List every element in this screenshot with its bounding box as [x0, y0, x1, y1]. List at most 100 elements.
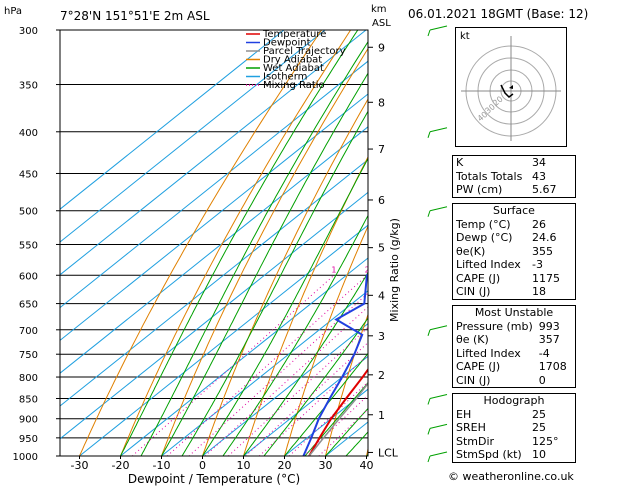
- pressure-tick-label: 950: [19, 434, 38, 445]
- index-value: 43: [532, 169, 546, 183]
- plot-area: 12346810162025: [60, 30, 443, 456]
- pressure-tick-label: 400: [19, 128, 38, 139]
- mixing-ratio-label: 2: [365, 265, 370, 274]
- most-unstable-value: -4: [538, 346, 550, 360]
- isotherm-line: [243, 355, 368, 456]
- chart-overlay: 3003504004505005506006507007508008509009…: [4, 4, 448, 486]
- wind-barb: [427, 455, 431, 463]
- isotherm-line: [60, 191, 368, 440]
- height-tick-label: 7: [378, 143, 385, 156]
- legend-label: Wet Adiabat: [263, 63, 324, 74]
- dry-adiabat-line: [120, 30, 352, 456]
- wet-adiabat-line: [161, 72, 368, 456]
- dry-adiabat-line: [161, 47, 368, 456]
- most-unstable-label: Lifted Index: [456, 346, 521, 360]
- hodograph-unit-label: kt: [460, 31, 470, 42]
- mixing-ratio-line: [188, 292, 368, 456]
- pressure-tick-label: 1000: [13, 452, 38, 463]
- wind-barb: [427, 329, 431, 336]
- height-tick-label: 1: [378, 409, 385, 422]
- hodograph-label: EH: [456, 407, 472, 421]
- isotherm-line: [79, 224, 368, 456]
- chart-date: 06.01.2021 18GMT (Base: 12): [408, 7, 589, 21]
- surface-label: CIN (J): [456, 285, 491, 299]
- temperature-tick-label: -20: [112, 459, 130, 472]
- mixing-ratio-line: [258, 354, 368, 456]
- mixing-ratio-line: [204, 306, 368, 456]
- wet-adiabat-line: [263, 317, 368, 456]
- pressure-tick-label: 850: [19, 394, 38, 405]
- surface-label: θe(K): [456, 244, 486, 258]
- most-unstable-value: 0: [538, 373, 546, 387]
- surface-label: Dewp (°C): [456, 231, 513, 245]
- wet-adiabat-line: [202, 157, 368, 456]
- isotherm-line: [120, 257, 368, 456]
- chart-body: 12346810162025: [60, 30, 443, 456]
- mixing-ratio-label: 8: [438, 265, 443, 274]
- temperature-line: [308, 367, 368, 456]
- isotherm-line: [60, 60, 368, 309]
- wind-barb: [427, 210, 431, 217]
- x-axis-label: Dewpoint / Temperature (°C): [128, 472, 300, 486]
- mixing-ratio-label: 6: [422, 265, 427, 274]
- location-label: 7°28'N 151°51'E 2m ASL: [60, 9, 210, 23]
- dry-adiabat-line: [202, 98, 368, 456]
- isotherm-line: [60, 30, 285, 210]
- hodograph-value: 125°: [532, 434, 559, 448]
- hodograph-value: 25: [532, 407, 546, 421]
- hodograph-label: StmSpd (kt): [456, 448, 522, 462]
- most-unstable-label: CAPE (J): [456, 360, 501, 374]
- legend-label: Isotherm: [263, 72, 307, 83]
- wet-adiabat-line: [284, 352, 368, 456]
- isotherm-line: [161, 290, 368, 456]
- index-value: 34: [532, 156, 546, 170]
- wet-adiabat-line: [140, 40, 368, 456]
- wind-barb: [429, 451, 448, 457]
- mixing-ratio-line: [131, 274, 335, 456]
- legend-label: Dry Adiabat: [263, 55, 322, 66]
- height-tick-label: 2: [378, 369, 385, 382]
- hodograph-value: 10: [532, 448, 546, 462]
- pressure-tick-label: 900: [19, 415, 38, 426]
- height-tick-label: 9: [378, 41, 385, 54]
- surface-row: CAPE (J) 1175: [453, 272, 575, 286]
- wind-barb: [429, 325, 448, 331]
- indices-panel: K 34 Totals Totals 43 PW (cm) 5.67: [452, 155, 576, 198]
- km-unit-label: km: [371, 4, 387, 15]
- surface-value: 26: [532, 217, 546, 231]
- wet-adiabat-line: [304, 381, 368, 456]
- pressure-tick-label: 750: [19, 350, 38, 361]
- most-unstable-label: CIN (J): [456, 373, 491, 387]
- wet-adiabat-line: [325, 407, 368, 456]
- surface-value: 24.6: [532, 231, 557, 245]
- isotherm-line: [60, 30, 326, 243]
- dewpoint-line: [302, 273, 368, 456]
- wind-barb: [427, 428, 431, 435]
- legend-label: Parcel Trajectory: [263, 46, 346, 57]
- temperature-tick-label: 20: [278, 459, 292, 472]
- plot-frame: [59, 29, 369, 457]
- wind-barb: [427, 131, 431, 138]
- most-unstable-label: θe (K): [456, 333, 489, 347]
- wind-barb: [427, 29, 431, 37]
- hodograph-value: 25: [532, 421, 546, 435]
- index-row: Totals Totals 43: [453, 170, 575, 184]
- index-label: PW (cm): [456, 183, 503, 197]
- surface-value: -3: [532, 258, 543, 272]
- pressure-unit-label: hPa: [4, 6, 22, 17]
- most-unstable-label: Pressure (mb): [456, 319, 533, 333]
- surface-label: Lifted Index: [456, 258, 521, 272]
- height-tick-label: 5: [378, 242, 385, 255]
- pressure-tick-label: 350: [19, 81, 38, 92]
- temperature-tick-label: 0: [199, 459, 206, 472]
- pressure-tick-label: 650: [19, 300, 38, 311]
- hodograph-row: StmDir 125°: [453, 435, 575, 449]
- dry-adiabat-line: [243, 155, 368, 456]
- most-unstable-panel: Most Unstable Pressure (mb) 993 θe (K) 357 L…: [452, 305, 576, 388]
- temperature-tick-label: 10: [237, 459, 251, 472]
- wind-barb: [429, 206, 448, 212]
- surface-row: Lifted Index -3: [453, 258, 575, 272]
- hodograph-trace: [500, 84, 514, 98]
